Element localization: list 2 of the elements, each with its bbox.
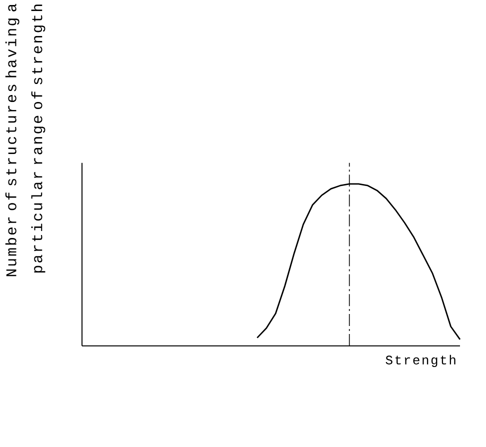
x-axis-title: Strength [386,354,456,368]
y-axis-title: Number of structures having a particular range of strength [5,4,46,276]
